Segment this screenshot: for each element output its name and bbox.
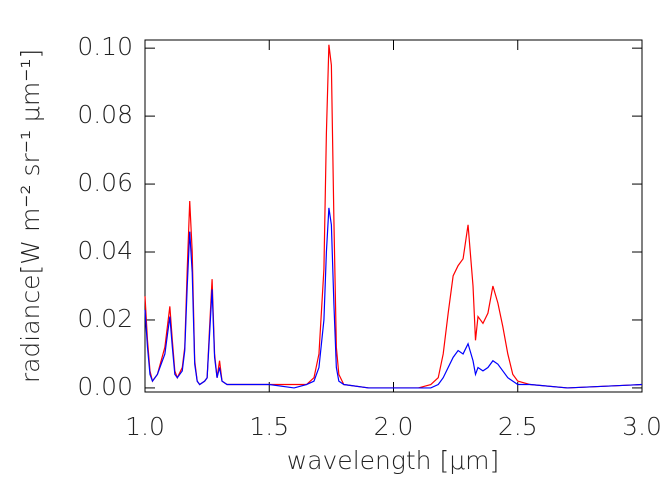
y-tick-label: 0.02	[77, 304, 133, 333]
x-tick-label: 2.5	[498, 412, 538, 441]
y-tick-label: 0.00	[77, 372, 133, 401]
x-tick-label: 1.0	[125, 412, 165, 441]
series-line	[144, 207, 643, 389]
series-line	[144, 44, 643, 389]
y-axis-label: radiance[W m⁻² sr⁻¹ μm⁻¹]	[16, 49, 45, 383]
plot-frame	[144, 39, 643, 393]
y-tick-label: 0.06	[77, 168, 133, 197]
x-tick-label: 1.5	[249, 412, 289, 441]
x-axis-label: wavelength [μm]	[287, 446, 499, 475]
x-tick-label: 2.0	[374, 412, 414, 441]
x-tick-label: 3.0	[622, 412, 662, 441]
y-tick-label: 0.10	[77, 32, 133, 61]
y-tick-label: 0.08	[77, 100, 133, 129]
y-tick-label: 0.04	[77, 236, 133, 265]
